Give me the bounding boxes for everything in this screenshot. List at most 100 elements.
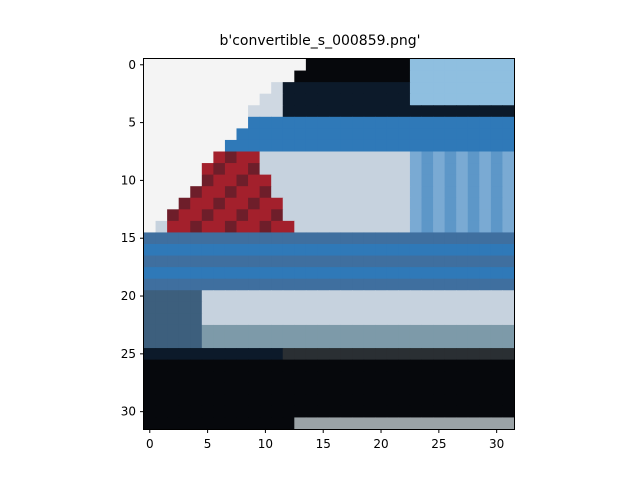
pixel: [502, 336, 515, 349]
pixel: [317, 324, 330, 337]
pixel: [444, 405, 457, 418]
pixel: [490, 417, 503, 430]
pixel: [340, 405, 353, 418]
pixel: [201, 116, 214, 129]
pixel: [433, 336, 446, 349]
pixel: [340, 186, 353, 199]
pixel: [167, 151, 180, 164]
pixel: [479, 209, 492, 222]
pixel: [421, 255, 434, 268]
pixel: [305, 359, 318, 372]
pixel: [144, 278, 157, 291]
pixel: [479, 232, 492, 245]
pixel: [456, 405, 469, 418]
pixel: [409, 105, 422, 118]
pixel: [282, 197, 295, 210]
pixel: [490, 93, 503, 106]
pixel: [409, 82, 422, 95]
pixel: [305, 244, 318, 257]
pixel: [329, 324, 342, 337]
pixel: [479, 394, 492, 407]
pixel: [248, 232, 261, 245]
pixel: [144, 128, 157, 141]
pixel: [236, 359, 249, 372]
pixel: [398, 139, 411, 152]
pixel: [201, 313, 214, 326]
pixel: [317, 220, 330, 233]
pixel: [444, 313, 457, 326]
pixel: [456, 394, 469, 407]
pixel: [433, 174, 446, 187]
pixel: [236, 324, 249, 337]
pixel: [305, 59, 318, 72]
pixel: [340, 382, 353, 395]
pixel: [456, 301, 469, 314]
pixel: [502, 394, 515, 407]
pixel: [490, 197, 503, 210]
pixel: [305, 163, 318, 176]
pixel: [456, 278, 469, 291]
pixel: [317, 93, 330, 106]
pixel: [398, 186, 411, 199]
pixel: [386, 163, 399, 176]
pixel: [190, 371, 203, 384]
pixel: [340, 394, 353, 407]
pixel: [409, 220, 422, 233]
pixel: [363, 417, 376, 430]
pixel: [317, 359, 330, 372]
x-tick-label: 15: [316, 437, 331, 451]
pixel: [363, 382, 376, 395]
pixel: [502, 301, 515, 314]
pixel: [144, 70, 157, 83]
pixel: [282, 186, 295, 199]
y-tick-label: 25: [121, 347, 136, 361]
pixel: [479, 267, 492, 280]
pixel: [259, 116, 272, 129]
pixel: [490, 267, 503, 280]
pixel: [167, 116, 180, 129]
pixel: [305, 336, 318, 349]
pixel: [386, 336, 399, 349]
pixel: [282, 382, 295, 395]
pixel: [479, 278, 492, 291]
pixel: [178, 244, 191, 257]
pixel: [502, 59, 515, 72]
pixel: [190, 267, 203, 280]
pixel: [294, 336, 307, 349]
pixel: [502, 93, 515, 106]
pixel: [178, 232, 191, 245]
pixel: [155, 59, 168, 72]
x-axis-ticks: 0 5 10 15 20 25 30: [146, 429, 504, 451]
pixel: [340, 255, 353, 268]
pixel: [224, 244, 237, 257]
pixel: [236, 290, 249, 303]
pixel: [167, 197, 180, 210]
pixel: [363, 174, 376, 187]
pixel: [144, 301, 157, 314]
pixel: [259, 93, 272, 106]
pixel: [444, 359, 457, 372]
pixel: [386, 174, 399, 187]
pixel: [479, 324, 492, 337]
pixel: [502, 278, 515, 291]
pixel: [409, 278, 422, 291]
pixel: [502, 70, 515, 83]
pixel: [398, 359, 411, 372]
pixel: [386, 209, 399, 222]
pixel: [248, 336, 261, 349]
pixel: [224, 382, 237, 395]
pixel: [398, 163, 411, 176]
pixel: [352, 220, 365, 233]
pixel: [178, 151, 191, 164]
pixel: [502, 174, 515, 187]
pixel: [467, 116, 480, 129]
pixel: [386, 151, 399, 164]
pixel: [444, 417, 457, 430]
pixel: [456, 174, 469, 187]
pixel: [259, 405, 272, 418]
pixel: [421, 82, 434, 95]
pixel: [305, 405, 318, 418]
pixel: [317, 163, 330, 176]
pixel: [386, 324, 399, 337]
pixel: [294, 371, 307, 384]
